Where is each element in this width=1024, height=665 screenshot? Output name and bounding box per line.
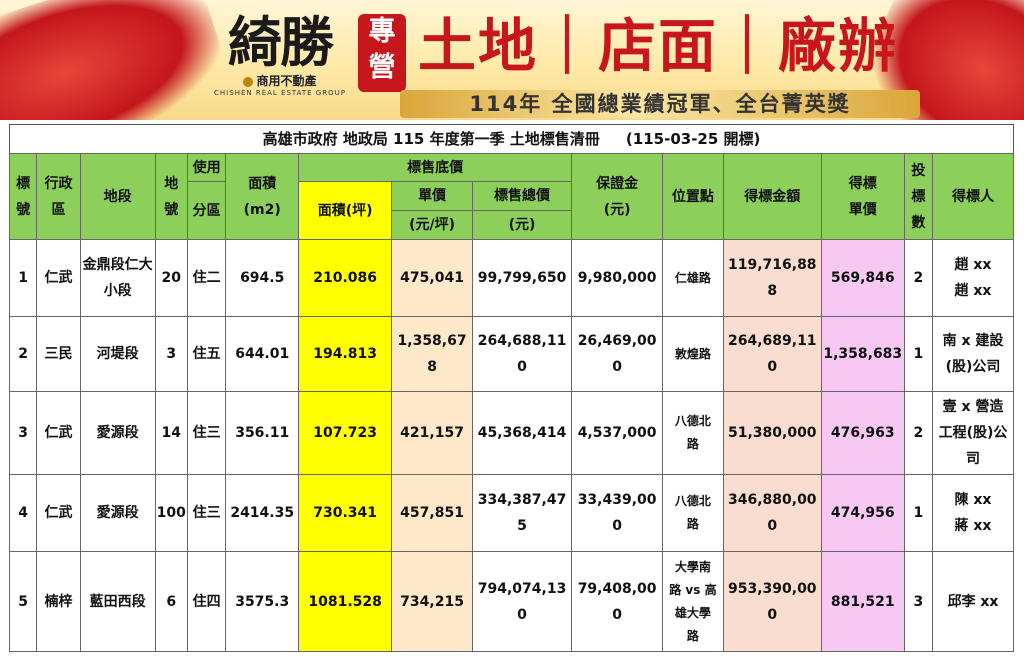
logo-english: CHISHEN REAL ESTATE GROUP <box>214 89 346 97</box>
company-logo: 綺勝 商用不動產 CHISHEN REAL ESTATE GROUP <box>200 10 360 115</box>
header-district: 行政區 <box>36 153 81 240</box>
header-unit-price-unit: (元/坪) <box>391 210 473 240</box>
header-total-price-unit: (元) <box>471 210 573 240</box>
table-row: 3 仁武 愛源段 14 住三 356.11 107.723 421,157 45… <box>8 391 1014 475</box>
banner-headline: 土地｜店面｜廠辦 <box>418 12 899 80</box>
logo-subtitle: 商用不動產 <box>256 74 317 88</box>
table-row: 5 楠梓 藍田西段 6 住四 3575.3 1081.528 734,215 7… <box>8 551 1014 652</box>
header-reserve-group: 標售底價 <box>298 153 573 182</box>
header-section: 地段 <box>79 153 156 240</box>
header-location: 位置點 <box>662 153 724 240</box>
logo-text: 綺勝 <box>228 10 334 74</box>
table-row: 2 三民 河堤段 3 住五 644.01 194.813 1,358,678 2… <box>8 316 1014 392</box>
header-lot-no: 標號 <box>8 153 38 240</box>
header-zoning-top: 使用 <box>186 153 227 182</box>
header-land-no: 地號 <box>154 153 188 240</box>
header-winner: 得標人 <box>932 153 1014 240</box>
header-ping-area: 面積(坪) <box>298 181 393 240</box>
header-unit-price: 單價 <box>391 181 473 211</box>
header-area: 面積 (m2) <box>225 153 300 240</box>
header-deposit: 保證金 (元) <box>571 153 664 240</box>
table-row: 1 仁武 金鼎段仁大小段 20 住二 694.5 210.086 475,041… <box>8 239 1014 317</box>
header-bids: 投 標 數 <box>903 153 934 240</box>
land-sale-table-area: 高雄市政府 地政局 115 年度第一季 土地標售清冊 (115-03-25 開標… <box>8 124 1014 652</box>
logo-badge-icon <box>243 76 254 87</box>
table-title: 高雄市政府 地政局 115 年度第一季 土地標售清冊 (115-03-25 開標… <box>9 124 1014 153</box>
header-winning-unit-price: 得標 單價 <box>820 153 905 240</box>
header-row: 標號 行政區 地段 地號 使用 面積 (m2) 標售底價 保證金 (元) 位置點… <box>8 153 1014 240</box>
header-total-price: 標售總價 <box>471 181 573 211</box>
ad-banner: 綺勝 商用不動產 CHISHEN REAL ESTATE GROUP 專營 土地… <box>0 0 1024 120</box>
table-row: 4 仁武 愛源段 100 住三 2414.35 730.341 457,851 … <box>8 474 1014 552</box>
land-sale-table: 標號 行政區 地段 地號 使用 面積 (m2) 標售底價 保證金 (元) 位置點… <box>8 153 1014 652</box>
specialty-badge: 專營 <box>358 14 406 92</box>
banner-slogan: 114年 全國總業績冠軍、全台菁英獎 <box>400 90 920 118</box>
header-winning-amount: 得標金額 <box>722 153 822 240</box>
header-zoning-bottom: 分區 <box>186 181 227 240</box>
